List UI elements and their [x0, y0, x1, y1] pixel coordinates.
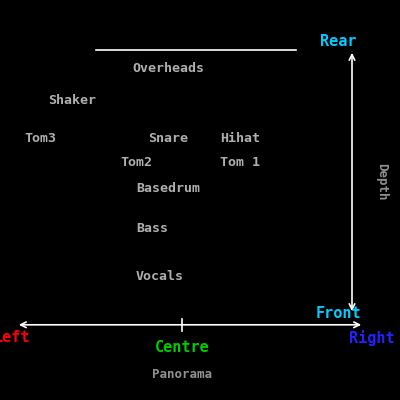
Text: Front: Front: [315, 306, 361, 322]
Text: Centre: Centre: [155, 340, 209, 356]
Text: Depth: Depth: [376, 163, 388, 201]
Text: Tom 1: Tom 1: [220, 156, 260, 168]
Text: Right: Right: [349, 330, 395, 346]
Text: Left: Left: [0, 330, 30, 346]
Text: Shaker: Shaker: [48, 94, 96, 106]
Text: Snare: Snare: [148, 132, 188, 144]
Text: Hihat: Hihat: [220, 132, 260, 144]
Text: Bass: Bass: [136, 222, 168, 234]
Text: Basedrum: Basedrum: [136, 182, 200, 194]
Text: Tom2: Tom2: [120, 156, 152, 168]
Text: Overheads: Overheads: [132, 62, 204, 74]
Text: Panorama: Panorama: [152, 368, 212, 380]
Text: Rear: Rear: [320, 34, 356, 50]
Text: Vocals: Vocals: [136, 270, 184, 282]
Text: Tom3: Tom3: [24, 132, 56, 144]
